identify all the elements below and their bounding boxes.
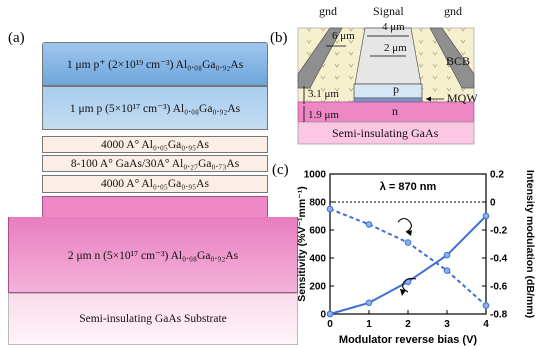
mqw-label: MQW: [447, 91, 478, 105]
dim-1-9um: 1.9 μm: [308, 109, 339, 121]
series-point-right: [326, 310, 334, 318]
y-left-tick-label: 800: [309, 198, 326, 209]
series-point-right: [482, 212, 490, 220]
layer-cladding-bottom-label: 4000 A° Al₀.₀₅Ga₀.₉₅As: [101, 178, 209, 190]
panel-b-label: (b): [270, 30, 288, 46]
layer-p-plus: 1 μm p⁺ (2×10¹⁹ cm⁻³) Al₀.₀₈Ga₀.₉₂As: [42, 42, 268, 86]
y-right-tick-label: 0: [490, 198, 496, 209]
y-right-tick-label: -0.6: [490, 282, 508, 293]
y-right-axis-label: Intensity modulation (dB/mm): [524, 170, 536, 318]
layer-n: 2 μm n (5×10¹⁷ cm⁻³) Al₀.₀₈Ga₀.₉₂As: [8, 217, 298, 293]
n-label: n: [392, 104, 398, 118]
series-point-left: [365, 221, 373, 228]
x-tick-label: 0: [327, 319, 333, 330]
series-point-left: [404, 239, 412, 246]
y-left-tick-label: 600: [309, 226, 326, 237]
layer-n-label: 2 μm n (5×10¹⁷ cm⁻³) Al₀.₀₈Ga₀.₉₂As: [67, 249, 239, 262]
x-tick-label: 3: [444, 319, 450, 330]
series-point-right: [365, 299, 373, 307]
arrow-to-left-axis-head: [400, 289, 406, 296]
panel-a-label: (a): [8, 30, 25, 46]
gnd-right-electrode: [429, 27, 475, 89]
series-point-left: [326, 205, 334, 213]
layer-cladding-bottom: 4000 A° Al₀.₀₅Ga₀.₉₅As: [42, 175, 268, 193]
arrow-to-left-axis: [402, 277, 417, 293]
y-left-tick-label: 1000: [304, 170, 327, 181]
bcb-label: BCB: [446, 54, 471, 68]
series-point-left: [443, 267, 451, 274]
y-right-tick-label: -0.8: [490, 310, 508, 321]
gnd-left-electrode: [297, 27, 343, 89]
layer-cladding-top: 4000 A° Al₀.₀₅Ga₀.₉₅As: [42, 136, 268, 153]
gnd-right-label: gnd: [444, 4, 462, 18]
substrate-b-label: Semi-insulating GaAs: [332, 126, 439, 140]
y-right-tick-label: 0.2: [490, 170, 504, 181]
dim-3-1um: 3.1 μm: [308, 88, 339, 100]
series-point-left: [482, 302, 490, 309]
layer-substrate: Semi-insulating GaAs Substrate: [8, 293, 298, 345]
panel-c-label: (c): [272, 162, 289, 178]
layer-p-label: 1 μm p (5×10¹⁷ cm⁻³) Al₀.₀₈Ga₀.₉₂As: [69, 103, 241, 115]
substrate-region: [297, 121, 475, 145]
dim-2um: 2 μm: [384, 42, 407, 54]
arrow-to-right-axis: [397, 217, 412, 233]
series-point-right: [443, 251, 451, 259]
layer-p: 1 μm p (5×10¹⁷ cm⁻³) Al₀.₀₈Ga₀.₉₂As: [42, 86, 268, 130]
y-left-tick-label: 0: [320, 310, 326, 321]
y-left-axis-label: Sensitivity (%V⁻¹mm⁻¹): [296, 186, 308, 302]
gnd-left-label: gnd: [319, 4, 337, 18]
layer-n-mesa: [42, 196, 268, 218]
p-label: p: [393, 82, 399, 96]
x-axis-label: Modulator reverse bias (V): [339, 334, 477, 346]
dim-4um: 4 μm: [382, 21, 405, 33]
x-tick-label: 1: [366, 319, 372, 330]
arrow-to-right-axis-head: [406, 230, 412, 236]
layer-mqw: 8-100 A° GaAs/30A° Al₀.₂₇Ga₀.₇₃As: [42, 155, 268, 172]
signal-label: Signal: [373, 4, 404, 18]
y-right-tick-label: -0.4: [490, 254, 508, 265]
layer-p-plus-label: 1 μm p⁺ (2×10¹⁹ cm⁻³) Al₀.₀₈Ga₀.₉₂As: [66, 59, 244, 71]
device-cross-section: [297, 27, 475, 145]
layer-cladding-top-label: 4000 A° Al₀.₀₅Ga₀.₉₅As: [101, 138, 209, 151]
dim-6um: 6 μm: [332, 30, 355, 42]
x-tick-label: 4: [483, 319, 489, 330]
y-left-tick-label: 400: [309, 254, 326, 265]
x-tick-label: 2: [405, 319, 411, 330]
y-right-tick-label: -0.2: [490, 226, 508, 237]
wavelength-annotation: λ = 870 nm: [380, 181, 437, 193]
layer-mqw-label: 8-100 A° GaAs/30A° Al₀.₂₇Ga₀.₇₃As: [70, 157, 240, 170]
layer-substrate-label: Semi-insulating GaAs Substrate: [79, 313, 227, 325]
y-left-tick-label: 200: [309, 282, 326, 293]
